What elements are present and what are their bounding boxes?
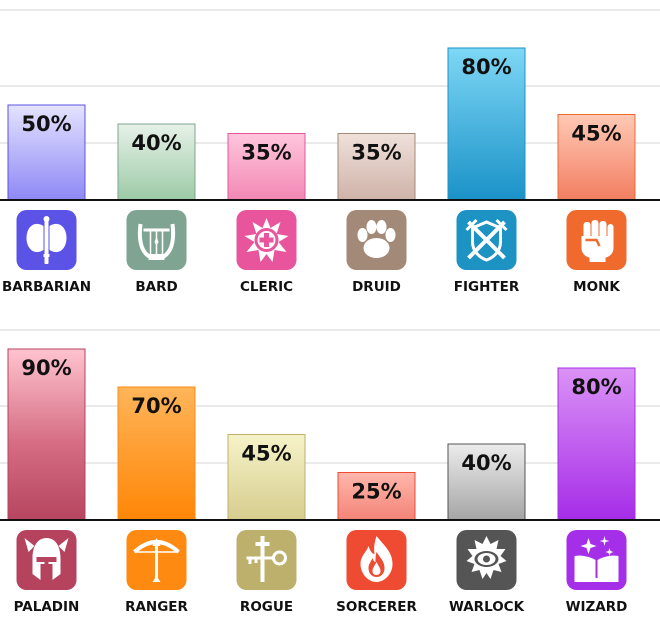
dagger-key-icon <box>236 530 297 590</box>
data-label-monk: 45% <box>571 122 621 146</box>
holy-cross-icon <box>236 210 297 270</box>
data-label-rogue: 45% <box>241 442 291 466</box>
data-label-warlock: 40% <box>461 451 511 475</box>
category-label-paladin: PALADIN <box>14 599 80 615</box>
category-label-bard: BARD <box>135 279 177 295</box>
bar-sorcerer <box>337 472 416 521</box>
category-label-cleric: CLERIC <box>240 279 293 295</box>
bar-wizard <box>557 367 636 521</box>
bow-icon <box>126 530 187 590</box>
data-label-barbarian: 50% <box>21 112 71 136</box>
bar-druid <box>337 133 416 201</box>
data-label-paladin: 90% <box>21 356 71 380</box>
category-label-rogue: ROGUE <box>240 599 293 615</box>
bar-bard <box>117 123 196 201</box>
data-label-sorcerer: 25% <box>351 480 401 504</box>
data-label-druid: 35% <box>351 141 401 165</box>
crossed-swords-shield-icon <box>456 210 517 270</box>
category-label-wizard: WIZARD <box>566 599 628 615</box>
double-axe-icon <box>16 210 77 270</box>
bar-monk <box>557 114 636 201</box>
flame-icon <box>346 530 407 590</box>
category-label-fighter: FIGHTER <box>454 279 520 295</box>
data-label-bard: 40% <box>131 131 181 155</box>
category-label-ranger: RANGER <box>125 599 188 615</box>
data-label-fighter: 80% <box>461 55 511 79</box>
lyre-icon <box>126 210 187 270</box>
data-label-ranger: 70% <box>131 394 181 418</box>
bar-ranger <box>117 386 196 521</box>
bar-cleric <box>227 133 306 201</box>
data-label-cleric: 35% <box>241 141 291 165</box>
category-label-warlock: WARLOCK <box>449 599 525 615</box>
category-label-monk: MONK <box>573 279 620 295</box>
data-label-wizard: 80% <box>571 375 621 399</box>
category-label-druid: DRUID <box>352 279 401 295</box>
fist-icon <box>566 210 627 270</box>
category-label-barbarian: BARBARIAN <box>2 279 91 295</box>
spellbook-icon <box>566 530 627 590</box>
eye-icon <box>456 530 517 590</box>
paw-icon <box>346 210 407 270</box>
bar-fighter <box>447 47 526 201</box>
category-label-sorcerer: SORCERER <box>336 599 417 615</box>
bar-paladin <box>7 348 86 521</box>
winged-helmet-icon <box>16 530 77 590</box>
bar-warlock <box>447 443 526 521</box>
